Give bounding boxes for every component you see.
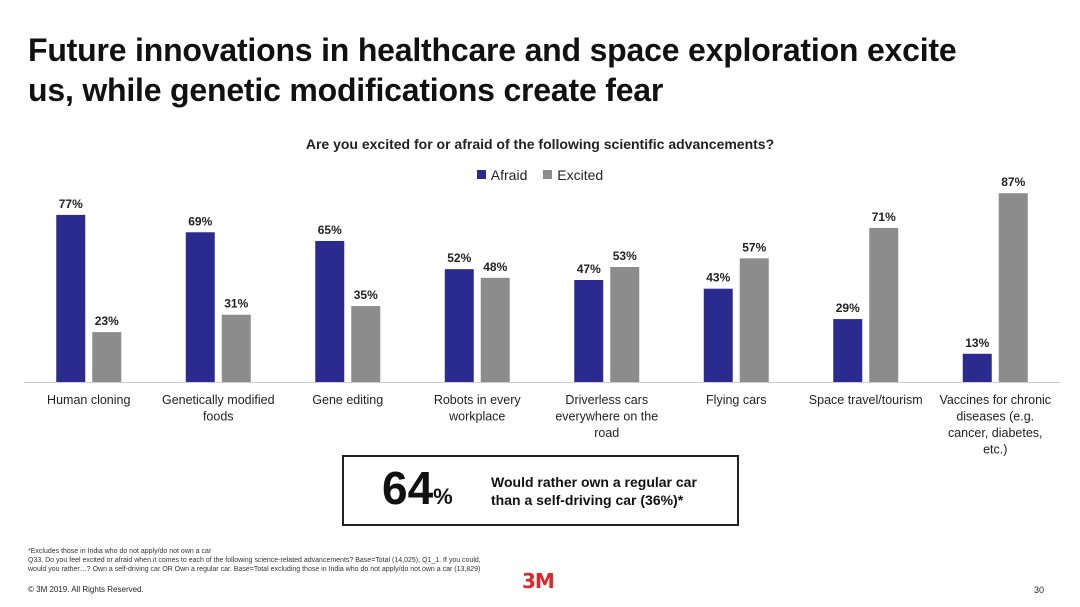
callout-text-line-1: Would rather own a regular car [491, 474, 697, 490]
page-number: 30 [1033, 585, 1044, 595]
chart-title: Are you excited for or afraid of the fol… [305, 136, 775, 152]
footnote-3: would you rather…? Own a self-driving ca… [28, 566, 481, 573]
category-label-4-line-0: Driverless cars [565, 393, 648, 407]
category-label-1-line-1: foods [203, 410, 234, 424]
category-label-1-line-0: Genetically modified [162, 393, 275, 407]
callout-text-line-2: than a self-driving car (36%)* [491, 492, 684, 508]
data-label-excited-5: 57% [742, 240, 766, 254]
category-label-7-line-3: etc.) [983, 443, 1007, 457]
legend-item-afraid: Afraid [476, 166, 528, 183]
bar-afraid-1 [185, 232, 215, 382]
category-label-5-line-0: Flying cars [706, 393, 766, 407]
bar-chart: 77% 23% Human cloning 69% 31% Genetically mod… [24, 175, 1060, 457]
data-label-afraid-5: 43% [706, 271, 730, 285]
bar-excited-0 [92, 332, 122, 382]
data-label-afraid-0: 77% [59, 197, 83, 211]
category-label-6-line-0: Space travel/tourism [809, 393, 923, 407]
chart-legend: Afraid Excited [0, 166, 1080, 183]
bar-afraid-6 [833, 319, 863, 382]
data-label-excited-6: 71% [872, 210, 896, 224]
data-label-excited-4: 53% [613, 249, 637, 263]
data-label-afraid-1: 69% [188, 214, 212, 228]
copyright: © 3M 2019. All Rights Reserved. [28, 585, 144, 594]
category-label-4-line-1: everywhere on the [555, 410, 658, 424]
data-label-excited-3: 48% [483, 260, 507, 274]
data-label-afraid-4: 47% [577, 262, 601, 276]
footnote-1: *Excludes those in India who do not appl… [28, 548, 212, 555]
bar-excited-6 [869, 227, 899, 382]
callout-unit: % [433, 484, 453, 509]
footnotes: *Excludes those in India who do not appl… [28, 547, 628, 574]
legend-swatch-excited [543, 170, 553, 179]
footnote-2: Q33. Do you feel excited or afraid when … [28, 557, 481, 564]
category-label-4-line-2: road [594, 426, 619, 440]
3m-logo: 3M [522, 569, 555, 593]
category-label-7-line-2: cancer, diabetes, [948, 426, 1043, 440]
data-label-excited-0: 23% [95, 314, 119, 328]
data-label-afraid-7: 13% [965, 336, 989, 350]
slide-title: Future innovations in healthcare and spa… [28, 30, 1068, 110]
bar-afraid-2 [315, 240, 345, 382]
callout-box: 64% Would rather own a regular car than … [342, 455, 739, 526]
category-label-3-line-1: workplace [448, 410, 505, 424]
bar-excited-1 [221, 314, 251, 382]
data-label-excited-7: 87% [1001, 175, 1025, 189]
data-label-afraid-2: 65% [318, 223, 342, 237]
callout-text: Would rather own a regular car than a se… [491, 473, 731, 509]
bar-excited-5 [739, 258, 769, 382]
legend-item-excited: Excited [543, 167, 603, 183]
bar-afraid-0 [56, 214, 86, 382]
category-label-7-line-1: diseases (e.g. [956, 410, 1034, 424]
data-label-excited-2: 35% [354, 288, 378, 302]
legend-label-afraid: Afraid [490, 166, 528, 183]
legend-label-excited: Excited [557, 166, 604, 183]
bar-excited-7 [998, 193, 1028, 382]
legend-swatch-afraid [476, 170, 486, 179]
title-line-2: us, while genetic modifications create f… [28, 72, 664, 108]
category-label-7-line-0: Vaccines for chronic [939, 393, 1051, 407]
data-label-excited-1: 31% [224, 297, 248, 311]
bar-excited-4 [610, 266, 640, 382]
bar-afraid-5 [703, 288, 733, 382]
bar-afraid-4 [574, 280, 604, 382]
category-label-0-line-0: Human cloning [47, 393, 130, 407]
title-line-1: Future innovations in healthcare and spa… [28, 32, 957, 68]
bar-afraid-3 [444, 269, 474, 382]
data-label-afraid-6: 29% [836, 301, 860, 315]
category-label-2-line-0: Gene editing [312, 393, 383, 407]
callout-value: 64% [382, 461, 453, 515]
bar-excited-2 [351, 306, 381, 382]
category-label-3-line-0: Robots in every [434, 393, 522, 407]
bar-excited-3 [480, 277, 510, 382]
data-label-afraid-3: 52% [447, 251, 471, 265]
bar-afraid-7 [962, 353, 992, 382]
callout-number: 64 [382, 462, 434, 514]
